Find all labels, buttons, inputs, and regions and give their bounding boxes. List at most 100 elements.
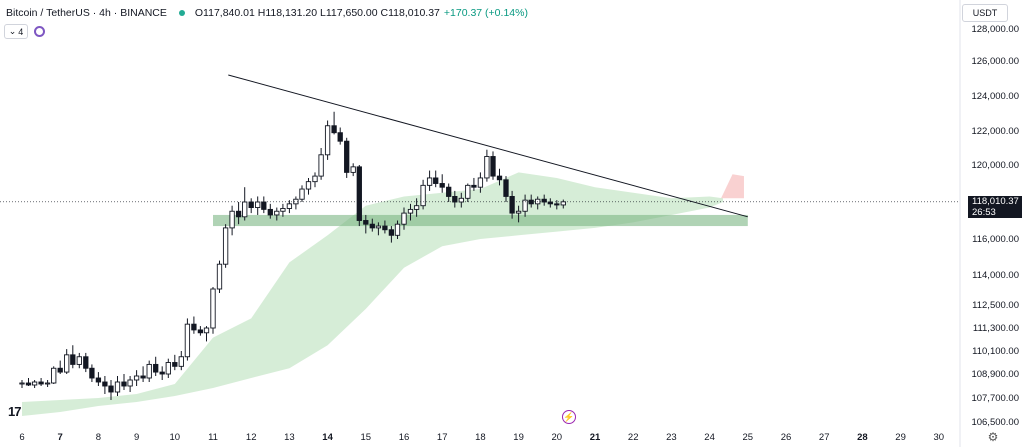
candle-body-up xyxy=(165,362,171,375)
time-axis[interactable]: 6 7 8 9 10 11 12 13 14 15 16 17 18 19 20 21 22 23 24 25 26 27… xyxy=(19,432,944,443)
candle-body-up xyxy=(51,367,57,384)
indicator-icon[interactable] xyxy=(34,26,45,37)
candle-body-up xyxy=(477,177,484,188)
candle xyxy=(337,127,343,145)
descending-trendline[interactable] xyxy=(228,74,748,218)
time-tick-label: 12 xyxy=(246,432,257,443)
candle xyxy=(95,372,102,386)
time-tick-label: 8 xyxy=(96,432,101,443)
candle-body-down xyxy=(172,362,178,367)
candle xyxy=(57,360,63,374)
price-tick-label: 108,900.00 xyxy=(971,369,1019,380)
candle xyxy=(274,207,280,221)
candle xyxy=(388,226,395,243)
candle xyxy=(413,198,420,217)
candle-body-down xyxy=(38,381,44,385)
candle xyxy=(331,111,337,135)
cloud-band-bearish xyxy=(721,174,744,199)
lightning-icon[interactable]: ⚡ xyxy=(562,410,576,424)
candle-body-down xyxy=(490,156,496,177)
candle-body-up xyxy=(522,199,528,212)
candle xyxy=(433,170,439,188)
tradingview-logo-icon[interactable]: 17 xyxy=(8,404,22,419)
price-tick-label: 126,000.00 xyxy=(971,56,1019,67)
candle xyxy=(446,183,452,202)
candle xyxy=(197,326,204,336)
candles xyxy=(19,111,566,400)
candle xyxy=(477,172,484,193)
indicator-row: ⌄ 4 xyxy=(4,24,45,39)
candle-body-up xyxy=(293,198,299,205)
candle xyxy=(471,177,477,191)
candle-body-up xyxy=(318,154,324,177)
candle xyxy=(452,190,458,208)
price-tick-label: 128,000.00 xyxy=(971,24,1019,35)
gear-icon[interactable]: ⚙ xyxy=(987,430,999,444)
price-tick-label: 111,300.00 xyxy=(973,323,1019,334)
candle-body-up xyxy=(401,212,407,225)
candle xyxy=(153,356,159,376)
candle xyxy=(522,194,528,217)
candle xyxy=(465,183,471,202)
time-tick-label: 7 xyxy=(58,432,63,443)
candle xyxy=(172,354,178,371)
candle-body-down xyxy=(25,382,32,386)
candle-body-up xyxy=(407,208,414,214)
candle-body-down xyxy=(140,375,146,379)
candle-body-down xyxy=(337,132,343,142)
candle xyxy=(255,196,261,215)
price-tick-label: 114,000.00 xyxy=(972,270,1019,281)
price-tick-label: 112,500.00 xyxy=(972,300,1019,311)
candle xyxy=(458,192,464,208)
candle xyxy=(203,326,210,342)
candle xyxy=(280,203,286,217)
candle xyxy=(25,378,32,386)
candle-body-down xyxy=(446,186,452,197)
candle xyxy=(305,177,312,195)
symbol-title[interactable]: Bitcoin / TetherUS · 4h · BINANCE xyxy=(6,7,167,19)
candle-body-up xyxy=(324,125,331,156)
collapse-indicators-button[interactable]: ⌄ 4 xyxy=(4,24,28,39)
price-tick-label: 106,500.00 xyxy=(971,417,1019,428)
candle-body-up xyxy=(274,210,280,216)
time-tick-label: 26 xyxy=(781,432,792,443)
bar-countdown: 26:53 xyxy=(972,207,996,218)
cloud-band xyxy=(22,172,723,416)
candle-body-up xyxy=(64,354,70,373)
time-tick-label: 30 xyxy=(934,432,945,443)
candle-body-up xyxy=(560,201,566,206)
candle xyxy=(509,190,515,219)
trendline[interactable] xyxy=(228,74,748,218)
candle-body-down xyxy=(95,377,102,383)
candle xyxy=(114,376,121,396)
candle xyxy=(420,179,426,210)
time-tick-label: 24 xyxy=(704,432,715,443)
candle-body-down xyxy=(57,367,63,373)
currency-selector[interactable]: USDT xyxy=(962,4,1008,22)
candle-body-up xyxy=(178,356,184,367)
candle-body-up xyxy=(255,201,261,209)
candle xyxy=(541,194,547,206)
candle-body-down xyxy=(235,210,242,218)
candle-body-down xyxy=(121,381,127,387)
candle-body-down xyxy=(388,229,395,236)
candle-body-up xyxy=(44,382,51,385)
chart-header: Bitcoin / TetherUS · 4h · BINANCE O117,8… xyxy=(6,5,528,21)
time-tick-label: 21 xyxy=(590,432,601,443)
time-tick-label: 28 xyxy=(857,432,868,443)
candle-body-down xyxy=(102,381,108,387)
candle-body-up xyxy=(465,184,471,199)
time-tick-label: 22 xyxy=(628,432,639,443)
candle xyxy=(401,207,407,230)
candle xyxy=(503,176,509,202)
ohlc-values: O117,840.01 H118,131.20 L117,650.00 C118… xyxy=(194,7,440,19)
candle xyxy=(178,351,184,371)
candle xyxy=(426,170,433,191)
candle-body-up xyxy=(426,177,433,186)
last-price-value: 118,010.37 xyxy=(972,196,1019,207)
price-axis[interactable]: 128,000.00 126,000.00 124,000.00 122,000.00… xyxy=(971,24,1019,428)
time-tick-label: 14 xyxy=(322,432,333,443)
market-status-icon xyxy=(178,10,185,16)
candle xyxy=(375,222,382,236)
